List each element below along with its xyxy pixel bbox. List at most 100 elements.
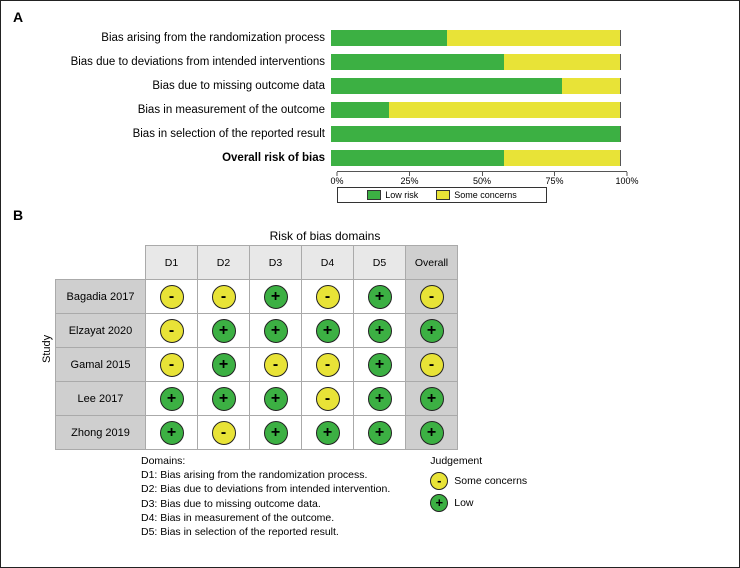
study-name: Bagadia 2017 [56,280,146,314]
bar-segment-some [504,54,620,70]
rob-cell: + [354,416,406,450]
rob-cell: + [198,314,250,348]
rob-table: D1D2D3D4D5OverallBagadia 2017--+-+-Elzay… [55,245,458,450]
x-tick: 25% [400,172,418,186]
low-icon: + [160,387,184,411]
bar-row: Bias due to missing outcome data [41,75,727,97]
bar-segment-some [504,150,620,166]
judgement-label: Low [454,496,473,510]
low-icon: + [264,421,288,445]
low-icon: + [264,285,288,309]
low-icon: + [264,387,288,411]
low-icon: + [316,421,340,445]
table-row: Gamal 2015-+--+- [56,348,458,382]
low-icon: + [160,421,184,445]
rob-cell: - [302,280,354,314]
bar-segment-low [331,102,389,118]
study-name: Elzayat 2020 [56,314,146,348]
x-axis: 0%25%50%75%100% [337,171,627,185]
low-icon: + [264,319,288,343]
rob-cell: + [146,416,198,450]
table-row: Zhong 2019+-++++ [56,416,458,450]
bar-label: Overall risk of bias [41,152,331,164]
bar-segment-some [562,78,620,94]
rob-cell: - [198,416,250,450]
rob-cell: - [406,280,458,314]
rob-cell: + [406,314,458,348]
bar-track [331,54,621,70]
table-row: Lee 2017 + + + - + + [56,382,458,416]
some-concerns-icon: - [316,387,340,411]
low-icon: + [212,353,236,377]
rob-cell: + [302,416,354,450]
bar-segment-some [447,30,620,46]
low-icon: + [368,387,392,411]
rob-cell: + [146,382,198,416]
rob-cell: - [302,382,354,416]
rob-cell: + [250,280,302,314]
some-concerns-icon: - [420,285,444,309]
rob-cell: + [250,382,302,416]
column-header: Overall [406,246,458,280]
low-icon: + [316,319,340,343]
some-concerns-icon: - [160,319,184,343]
rob-cell: + [354,382,406,416]
rob-cell: + [250,416,302,450]
column-header: D3 [250,246,302,280]
bar-label: Bias in selection of the reported result [41,128,331,140]
domain-caption-line: D5: Bias in selection of the reported re… [141,525,390,539]
bar-track [331,78,621,94]
rob-cell: - [198,280,250,314]
rob-cell: + [406,382,458,416]
domain-caption-line: D1: Bias arising from the randomization … [141,468,390,482]
domain-caption-line: D4: Bias in measurement of the outcome. [141,511,390,525]
rob-cell: + [354,280,406,314]
rob-cell: + [302,314,354,348]
rob-cell: + [406,416,458,450]
low-icon: + [368,421,392,445]
legend-low: Low risk [385,190,418,200]
some-concerns-icon: - [430,472,448,490]
some-concerns-icon: - [420,353,444,377]
low-icon: + [368,353,392,377]
low-icon: + [212,387,236,411]
bar-label: Bias arising from the randomization proc… [41,32,331,44]
legend-a: Low risk Some concerns [337,187,547,203]
domains-caption: Domains: D1: Bias arising from the rando… [141,454,390,539]
rob-cell: + [198,382,250,416]
study-name: Zhong 2019 [56,416,146,450]
some-concerns-icon: - [212,285,236,309]
low-icon: + [368,319,392,343]
study-name: Gamal 2015 [56,348,146,382]
rob-cell: - [406,348,458,382]
panel-a: Bias arising from the randomization proc… [41,27,727,203]
judgement-row: + Low [430,494,527,512]
low-icon: + [430,494,448,512]
column-header: D2 [198,246,250,280]
rob-cell: + [354,348,406,382]
bar-segment-low [331,30,447,46]
rob-cell: - [146,280,198,314]
rob-cell: + [198,348,250,382]
bar-row: Bias in selection of the reported result [41,123,727,145]
rob-cell: - [250,348,302,382]
some-concerns-icon: - [316,285,340,309]
judgement-label: Some concerns [454,474,527,488]
some-concerns-icon: - [316,353,340,377]
rob-cell: - [146,314,198,348]
column-header: D1 [146,246,198,280]
table-row: Bagadia 2017--+-+- [56,280,458,314]
judgement-row: -Some concerns [430,472,527,490]
some-concerns-icon: - [264,353,288,377]
study-name: Lee 2017 [56,382,146,416]
domain-caption-line: D2: Bias due to deviations from intended… [141,482,390,496]
x-tick: 100% [615,172,638,186]
bar-row: Bias due to deviations from intended int… [41,51,727,73]
panel-b: Study Risk of bias domains D1D2D3D4D5Ove… [41,229,727,539]
bar-segment-low [331,54,504,70]
judgement-legend: Judgement -Some concerns+Low [430,454,527,539]
bar-label: Bias due to missing outcome data [41,80,331,92]
some-concerns-icon: - [160,353,184,377]
bar-row: Overall risk of bias [41,147,727,169]
some-concerns-icon: - [160,285,184,309]
